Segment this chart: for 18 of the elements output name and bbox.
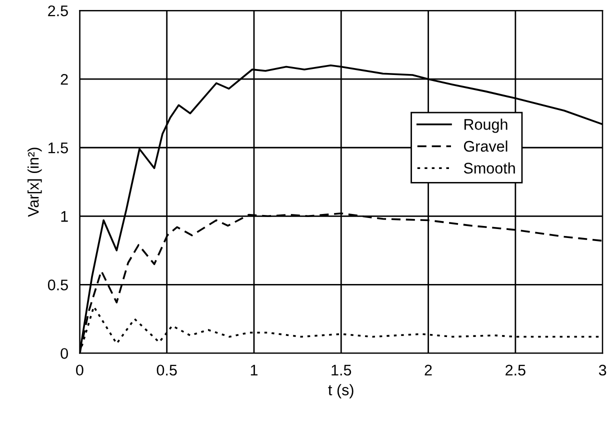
y-tick-label: 2.5 xyxy=(48,5,68,16)
y-tick-label: 0.5 xyxy=(48,280,68,290)
x-tick-label: 0 xyxy=(76,364,84,376)
x-tick-label: 2 xyxy=(424,364,432,376)
y-tick-label: 1 xyxy=(61,211,68,222)
x-tick-label: 3 xyxy=(598,364,606,376)
x-tick-label: 2.5 xyxy=(506,364,526,376)
x-tick-label: 1.5 xyxy=(332,364,352,376)
legend-label: Gravel xyxy=(464,140,508,152)
legend-label: Smooth xyxy=(464,162,515,174)
x-tick-label: 1 xyxy=(250,364,258,376)
y-tick-label: 0 xyxy=(60,348,68,359)
y-tick-label: 2 xyxy=(60,74,68,85)
y-tick-label: 1.5 xyxy=(48,142,68,154)
x-axis-title: t (s) xyxy=(328,384,354,398)
legend-label: Rough xyxy=(464,118,508,133)
y-axis-title: Var[x] (in²) xyxy=(28,148,42,217)
x-tick-label: 0.5 xyxy=(156,364,177,376)
